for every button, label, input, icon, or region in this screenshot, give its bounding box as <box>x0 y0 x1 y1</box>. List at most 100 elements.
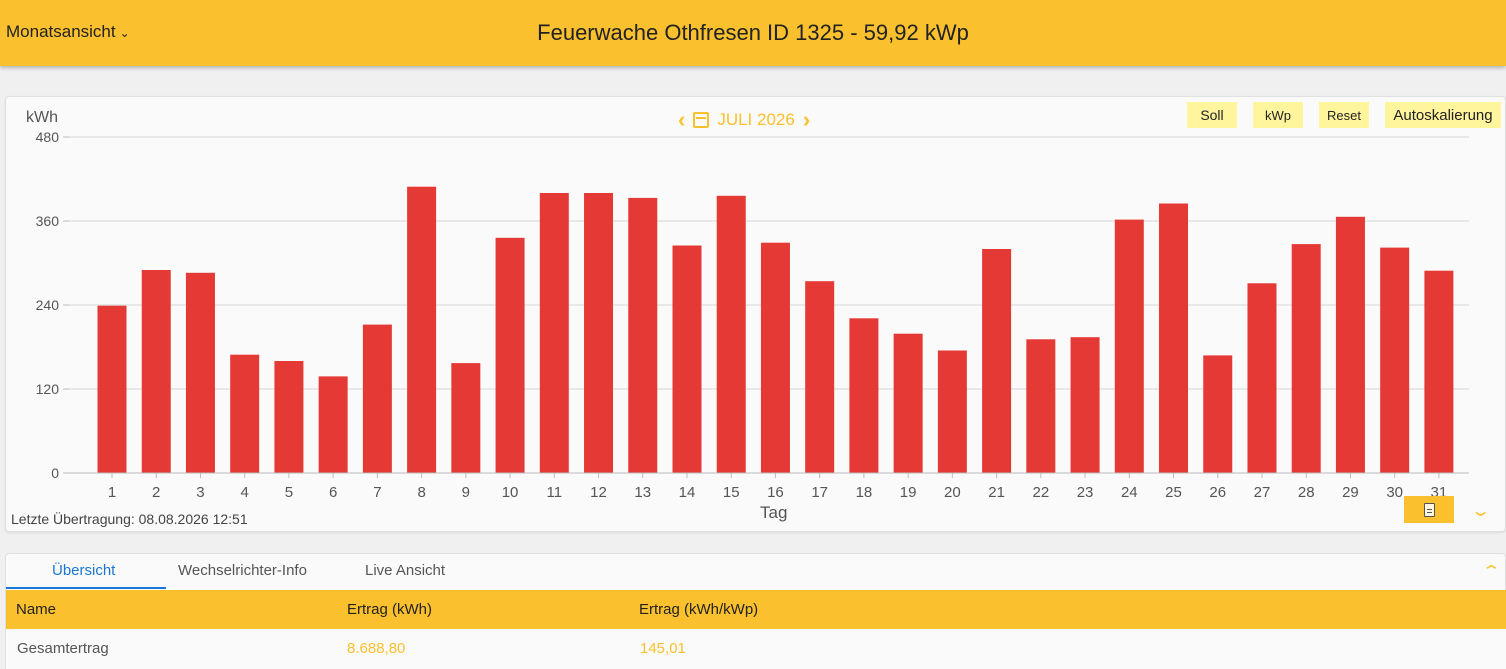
x-tick-label: 22 <box>1032 484 1049 501</box>
bar-day-17 <box>805 281 835 473</box>
tab-live-view[interactable]: Live Ansicht <box>365 562 446 579</box>
x-tick-label: 9 <box>462 484 470 501</box>
document-icon <box>1423 502 1435 517</box>
bar-day-19 <box>893 333 923 473</box>
x-tick-label: 11 <box>547 484 563 501</box>
previous-month-arrow-icon[interactable]: ‹ <box>678 107 686 132</box>
column-header-yield-per-kwp[interactable]: Ertrag (kWh/kWp) <box>639 601 759 618</box>
summary-panel: Übersicht Wechselrichter-Info Live Ansic… <box>5 553 1506 669</box>
export-pdf-button[interactable] <box>1404 496 1454 523</box>
x-tick-label: 19 <box>900 484 917 501</box>
y-tick-label: 0 <box>51 465 59 481</box>
bar-day-13 <box>628 197 658 473</box>
bar-day-25 <box>1159 203 1189 473</box>
bar-day-23 <box>1070 337 1100 473</box>
bar-day-9 <box>451 363 481 473</box>
tab-inverter-info[interactable]: Wechselrichter-Info <box>178 562 307 579</box>
bar-day-3 <box>185 272 215 473</box>
x-tick-label: 26 <box>1209 484 1226 501</box>
bar-day-10 <box>495 237 525 473</box>
collapse-chevron-icon[interactable]: ⌃ <box>1481 563 1502 580</box>
bar-day-24 <box>1114 219 1144 473</box>
bar-day-8 <box>407 186 437 473</box>
y-axis-unit: kWh <box>26 109 58 126</box>
x-tick-label: 17 <box>811 484 828 501</box>
x-tick-label: 2 <box>152 484 160 501</box>
column-header-yield[interactable]: Ertrag (kWh) <box>347 601 433 618</box>
bar-day-18 <box>849 318 879 473</box>
x-tick-label: 20 <box>944 484 961 501</box>
bar-day-27 <box>1247 283 1277 473</box>
x-tick-label: 25 <box>1165 484 1182 501</box>
chevron-down-icon: ⌄ <box>119 26 130 40</box>
last-transfer-text: Letzte Übertragung: 08.08.2026 12:51 <box>11 511 248 527</box>
bar-day-2 <box>141 270 171 473</box>
bar-day-26 <box>1203 355 1233 473</box>
month-label[interactable]: JULI 2026 <box>717 110 795 129</box>
x-tick-label: 21 <box>988 484 1005 501</box>
row-yield: 8.688,80 <box>347 640 406 657</box>
next-month-arrow-icon[interactable]: › <box>802 107 811 132</box>
x-tick-label: 24 <box>1121 484 1138 501</box>
bar-day-20 <box>937 350 967 473</box>
x-tick-label: 4 <box>241 484 249 501</box>
x-tick-label: 5 <box>285 484 293 501</box>
x-tick-label: 15 <box>723 484 740 501</box>
soll-button[interactable]: Soll <box>1187 102 1237 128</box>
x-tick-label: 10 <box>502 484 519 501</box>
x-tick-label: 16 <box>767 484 784 501</box>
bar-day-21 <box>982 249 1012 473</box>
month-navigator: ‹ JULI 2026 › <box>678 109 810 131</box>
bar-day-31 <box>1424 270 1454 473</box>
bar-day-7 <box>362 324 392 473</box>
view-selector-label: Monatsansicht <box>6 22 116 41</box>
x-tick-label: 3 <box>196 484 204 501</box>
bar-day-15 <box>716 195 746 474</box>
expand-chevron-icon[interactable]: ⌄ <box>1469 503 1492 520</box>
x-tick-label: 6 <box>329 484 337 501</box>
chart-card: 0 120 240 360 480 1 2 3 4 5 6 7 8 9 10 11 12 13 14 15 16 17 18… <box>5 96 1506 532</box>
top-bar: Monatsansicht ⌄ Feuerwache Othfresen ID … <box>0 0 1506 66</box>
x-tick-label: 27 <box>1254 484 1271 501</box>
y-tick-label: 360 <box>36 213 60 229</box>
bar-day-6 <box>318 376 348 473</box>
tab-bar: Übersicht Wechselrichter-Info Live Ansic… <box>6 554 1505 590</box>
bar-day-5 <box>274 361 304 473</box>
y-tick-label: 480 <box>36 129 60 145</box>
x-tick-label: 28 <box>1298 484 1315 501</box>
x-tick-label: 7 <box>373 484 381 501</box>
table-header: Name Ertrag (kWh) Ertrag (kWh/kWp) <box>6 590 1506 629</box>
x-tick-label: 13 <box>634 484 651 501</box>
reset-button[interactable]: Reset <box>1319 102 1369 128</box>
x-tick-label: 12 <box>590 484 607 501</box>
bar-day-29 <box>1335 216 1365 474</box>
bar-day-4 <box>230 354 260 473</box>
page-title: Feuerwache Othfresen ID 1325 - 59,92 kWp <box>537 20 969 45</box>
active-tab-indicator <box>6 587 166 589</box>
bar-day-16 <box>760 242 790 473</box>
y-tick-label: 120 <box>36 381 60 397</box>
x-tick-label: 18 <box>856 484 873 501</box>
x-tick-label: 30 <box>1386 484 1403 501</box>
kwp-button[interactable]: kWp <box>1253 102 1303 128</box>
row-yield-per-kwp: 145,01 <box>640 640 686 657</box>
bar-day-11 <box>539 193 569 473</box>
x-tick-label: 23 <box>1077 484 1094 501</box>
bar-day-1 <box>97 305 127 473</box>
autoscale-button[interactable]: Autoskalierung <box>1385 102 1501 128</box>
column-header-name[interactable]: Name <box>16 601 57 618</box>
bar-day-14 <box>672 245 702 473</box>
tab-overview[interactable]: Übersicht <box>52 562 116 579</box>
x-tick-label: 14 <box>679 484 696 501</box>
bar-day-22 <box>1026 339 1056 473</box>
view-selector[interactable]: Monatsansicht ⌄ <box>6 22 130 42</box>
x-axis-title: Tag <box>760 503 788 522</box>
calendar-icon[interactable] <box>693 112 710 128</box>
x-tick-label: 8 <box>417 484 425 501</box>
y-tick-label: 240 <box>36 297 60 313</box>
x-tick-label: 1 <box>108 484 116 501</box>
bar-day-30 <box>1380 247 1410 473</box>
bar-day-28 <box>1291 244 1321 473</box>
table-row: Gesamtertrag 8.688,80 145,01 <box>6 629 1506 669</box>
